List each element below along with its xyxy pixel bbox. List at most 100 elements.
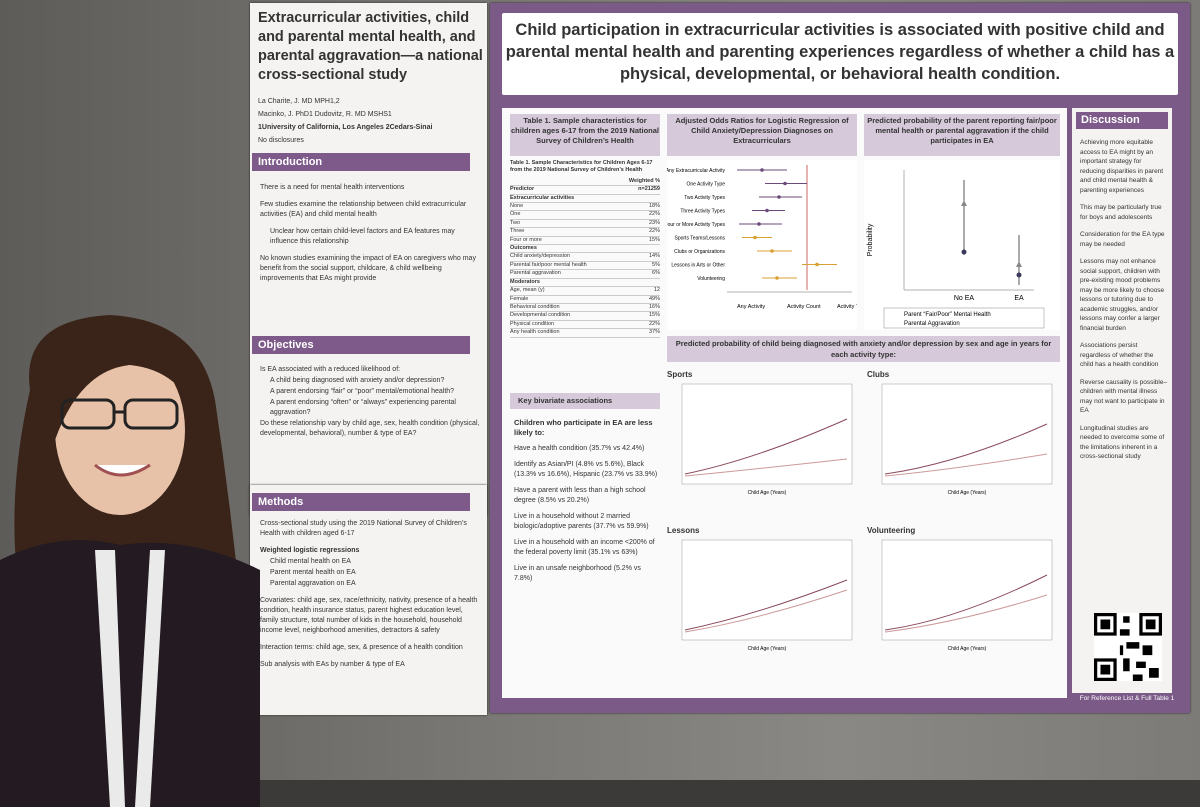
table1-cell: Two [510,219,521,226]
or-point [775,276,779,280]
or-label: One Activity Type [686,182,725,188]
table1-cell: Behavioral condition [510,303,560,310]
table1-cell: Moderators [510,278,540,285]
table1-cell: Physical condition [510,320,555,327]
table1-row: Four or more 15% [510,236,660,246]
table1-cell: 22% [648,228,660,235]
methods-text: Cross-sectional study using the 2019 Nat… [260,519,480,677]
kb-item: Live in an unsafe neighborhood (5.2% vs … [514,565,641,582]
table1-cell: 6% [652,270,660,277]
table1-row: Any health condition 37% [510,329,660,338]
prob-ylabel: Probability [867,223,874,256]
table1-row: Three 22% [510,228,660,237]
disclosure-line: No disclosures [258,137,304,144]
table1-row: Moderators [510,278,660,288]
table1-cell: Extracurricular activities [510,194,575,201]
plot-sports-svg: Child Age (Years) [681,383,853,496]
intro-subbullet: Unclear how certain child-level factors … [270,228,455,245]
table1-cell: 15% [648,312,660,319]
plot-title: Sports [667,370,693,379]
table1-cell: Predictor [510,186,535,193]
or-legend: Any Activity [737,304,765,310]
table1-cell: 16% [648,303,660,310]
table1-cell: One [510,211,521,218]
table1-cell: 49% [648,295,660,302]
plot-clubs: Clubs Child Age (Years) [867,370,1057,511]
methods-subbullet: Child mental health on EA [270,558,351,565]
table1-row: Female 49% [510,296,660,304]
or-label: Four or More Activity Types [667,222,725,228]
table1-cell: 14% [648,253,660,260]
introduction-text: There is a need for mental health interv… [260,183,480,291]
disc-item: This may be particularly true for boys a… [1080,204,1162,221]
introduction-header: Introduction [252,153,470,171]
methods-bullet: Interaction terms: child age, sex, & pre… [260,644,463,651]
or-label: Three Activity Types [680,209,725,215]
panel-header: Predicted probability of child being dia… [667,336,1060,362]
table1-cell: 18% [648,203,660,210]
prob-x-ea: EA [1014,295,1024,302]
kb-item: Have a health condition (35.7% vs 42.4%) [514,445,645,452]
methods-header: Methods [252,493,470,511]
or-label: Sports Teams/Lessons [675,236,726,242]
table1-cell: Developmental condition [510,312,571,319]
disc-item: Consideration for the EA type may be nee… [1080,231,1165,248]
qr-code[interactable] [1094,613,1162,681]
or-point [765,208,769,213]
or-legend: Activity Type [837,304,857,310]
table1-cell: 22% [648,211,660,218]
table1-header: Table 1. Sample characteristics for chil… [510,114,660,156]
results-area: Table 1. Sample characteristics for chil… [502,108,1067,698]
disc-item: Reverse causality is possible– children … [1080,378,1168,415]
discussion-panel: Discussion Achieving more equitable acce… [1072,108,1174,702]
table1-cell: Child anxiety/depression [510,253,570,260]
left-poster-panel: Extracurricular activities, child and pa… [250,3,487,515]
poster-title: Extracurricular activities, child and pa… [258,10,483,83]
table1-cell: 12 [653,287,660,294]
main-poster: Child participation in extracurricular a… [490,3,1190,713]
table1-cell: n=21259 [638,186,660,193]
table1-row: Developmental condition 15% [510,312,660,321]
or-point [783,181,787,186]
table1-cell: 23% [648,219,660,226]
obj-bullet: Do these relationship vary by child age,… [260,420,480,437]
table1-row: None 18% [510,203,660,212]
objectives-header: Objectives [252,336,470,354]
probability-header: Predicted probability of the parent repo… [864,114,1060,156]
table1-row: One 22% [510,211,660,220]
plot-lessons: Lessons Child Age (Years) [667,526,857,667]
table1-cell: 37% [648,329,660,336]
plot-clubs-svg: Child Age (Years) [881,383,1053,496]
table1-rows: Predictor n=21259 Extracurricular activiti… [510,186,660,338]
plot-xlabel: Child Age (Years) [748,490,787,496]
or-label: Volunteering [697,276,725,282]
or-point [760,168,764,172]
plot-title: Lessons [667,526,700,535]
objectives-text: Is EA associated with a reduced likeliho… [260,365,480,446]
or-point [753,235,757,240]
prob-legend-2: Parental Aggravation [904,321,960,327]
plot-volunteering: Volunteering Child Age (Years) [867,526,1057,667]
prob-x-noea: No EA [954,295,975,302]
or-label: Clubs or Organizations [674,249,725,255]
or-label: Lessons in Arts or Other [671,263,725,269]
disc-item: Associations persist regardless of wheth… [1080,342,1159,368]
or-label: Any Extracurricular Activity [667,168,725,174]
table1-cell: Four or more [510,236,542,243]
intro-bullet: No known studies examining the impact of… [260,255,476,282]
table1-cell: 22% [648,320,660,327]
discussion-text: Achieving more equitable access to EA mi… [1080,138,1168,470]
author-line: La Charite, J. MD MPH1,2 [258,98,340,105]
methods-bullet: Cross-sectional study using the 2019 Nat… [260,520,467,537]
table1-row: Physical condition 22% [510,320,660,330]
table1: Table 1. Sample Characteristics for Chil… [510,160,660,338]
obj-subbullet: A parent endorsing “often” or “always” e… [270,399,456,416]
table1-cell: 15% [648,236,660,243]
table1-colhead-row: Weighted % [510,178,660,187]
prob-legend-1: Parent “Fair/Poor” Mental Health [904,312,991,318]
table1-row: Two 23% [510,219,660,229]
methods-subbullet: Parental aggravation on EA [270,580,356,587]
key-bivariate-text: Children who participate in EA are less … [514,418,660,590]
or-label: Two Activity Types [684,195,725,201]
table1-row: Age, mean (y) 12 [510,287,660,296]
